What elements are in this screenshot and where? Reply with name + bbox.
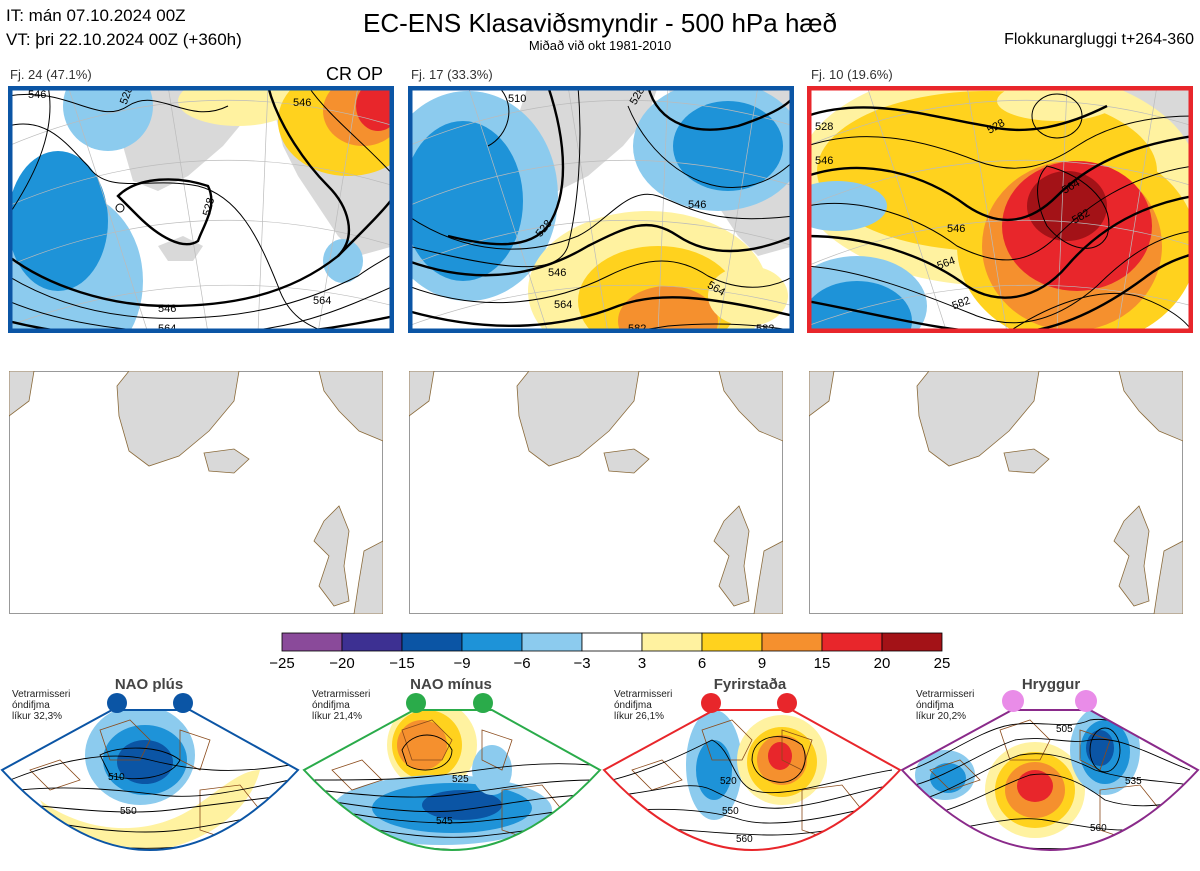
regime-2-map[interactable]: 525 545 565 [302, 690, 602, 871]
colorbar-tick-label: 3 [637, 655, 647, 672]
regime-3-map[interactable]: 520 550 560 [602, 690, 902, 871]
contour-label: 582 [628, 323, 646, 333]
regime-2-title: NAO mínus [410, 676, 492, 693]
colorbar-swatch [521, 632, 583, 652]
regime-3-dot-right [777, 693, 797, 713]
colorbar-swatch [341, 632, 403, 652]
colorbar-tick-label: 25 [933, 655, 951, 672]
header-left: IT: mán 07.10.2024 00Z VT: þri 22.10.202… [6, 4, 242, 52]
regime-1-title: NAO plús [114, 676, 184, 693]
contour-label: 546 [158, 303, 176, 315]
cluster-3-label: Fj. 10 (19.6%) [811, 67, 893, 82]
contour-label: 564 [313, 295, 331, 307]
colorbar-tick-label: −6 [513, 655, 531, 672]
regime-3-title: Fyrirstaða [713, 676, 787, 693]
classification-window: Flokkunargluggi t+264-360 [1004, 31, 1194, 48]
regime-4-title: Hryggur [1021, 676, 1081, 693]
colorbar-tick-label: 20 [873, 655, 891, 672]
colorbar-swatch [761, 632, 823, 652]
contour-label: 550 [722, 806, 739, 817]
contour-label: 510 [508, 93, 526, 105]
colorbar-swatch [821, 632, 883, 652]
colorbar-tick-label: −15 [389, 655, 415, 672]
contour-label: 560 [736, 834, 753, 845]
colorbar-tick-label: 6 [697, 655, 707, 672]
regime-4-note: Vetrarmisseri óndifjma líkur 20,2% [916, 689, 975, 722]
regime-4-map[interactable]: 505 535 560 [900, 690, 1200, 871]
colorbar [280, 632, 944, 657]
colorbar-tick-label: 15 [813, 655, 831, 672]
init-time: IT: mán 07.10.2024 00Z [6, 6, 186, 25]
colorbar-swatch [701, 632, 763, 652]
regime-4-dot-left [1002, 690, 1024, 712]
contour-label: 528 [201, 197, 217, 218]
colorbar-tick-label: −20 [329, 655, 355, 672]
contour-label: 535 [1125, 776, 1142, 787]
colorbar-tick-label: −3 [573, 655, 591, 672]
contour-label: 546 [293, 97, 311, 109]
regime-4-dot-right [1075, 690, 1097, 712]
colorbar-tick-label: −25 [269, 655, 295, 672]
colorbar-swatch [881, 632, 943, 652]
empty-map-1 [9, 371, 383, 614]
contour-label: 564 [554, 299, 572, 311]
colorbar-tick-label: −9 [453, 655, 471, 672]
contour-label: 505 [1056, 724, 1073, 735]
cluster-1-label: Fj. 24 (47.1%) [10, 67, 92, 82]
contour-label: 564 [936, 255, 957, 273]
empty-map-3 [809, 371, 1183, 614]
contour-label: 550 [120, 806, 137, 817]
contour-label: 546 [815, 155, 833, 167]
colorbar-swatch [581, 632, 643, 652]
cluster-2-label: Fj. 17 (33.3%) [411, 67, 493, 82]
contour-label: 525 [452, 774, 469, 785]
regime-3-dot-left [701, 693, 721, 713]
contour-label: 582 [951, 295, 972, 313]
regime-1-dot-right [173, 693, 193, 713]
colorbar-tick-label: 9 [757, 655, 767, 672]
contour-label: 546 [548, 267, 566, 279]
cluster-3-map[interactable]: 528 528 546 546 564 564 582 582 [807, 86, 1193, 333]
contour-label: 545 [436, 816, 453, 827]
contour-label: 564 [158, 323, 176, 333]
regime-2-note: Vetrarmisseri óndifjma líkur 21,4% [312, 689, 371, 722]
regime-3-note: Vetrarmisseri óndifjma líkur 26,1% [614, 689, 673, 722]
contour-label: 528 [815, 121, 833, 133]
regime-2-dot-left [406, 693, 426, 713]
page-title: EC-ENS Klasaviðsmyndir - 500 hPa hæð [363, 8, 837, 38]
regime-1-map[interactable]: 510 550 [0, 690, 300, 871]
valid-time: VT: þri 22.10.2024 00Z (+360h) [6, 30, 242, 49]
empty-map-2 [409, 371, 783, 614]
page-subtitle: Miðað við okt 1981-2010 [528, 38, 672, 53]
colorbar-swatch [281, 632, 343, 652]
colorbar-swatch [641, 632, 703, 652]
contour-label: 546 [28, 89, 46, 101]
contour-label: 510 [108, 772, 125, 783]
contour-label: 582 [756, 323, 774, 333]
regime-2-dot-right [473, 693, 493, 713]
colorbar-swatch [401, 632, 463, 652]
contour-label: 546 [688, 199, 706, 211]
cluster-1-map[interactable]: 546 528 528 546 546 564 564 [8, 86, 394, 333]
cluster-1-tag: CR OP [326, 64, 384, 84]
contour-label: 546 [947, 223, 965, 235]
contour-label: 565 [446, 850, 463, 861]
contour-label: 520 [720, 776, 737, 787]
regime-1-note: Vetrarmisseri óndifjma líkur 32,3% [12, 689, 71, 722]
regime-1-dot-left [107, 693, 127, 713]
contour-label: 560 [1090, 823, 1107, 834]
cluster-2-map[interactable]: 510 528 528 546 546 564 564 582 582 [408, 86, 794, 333]
colorbar-swatch [461, 632, 523, 652]
